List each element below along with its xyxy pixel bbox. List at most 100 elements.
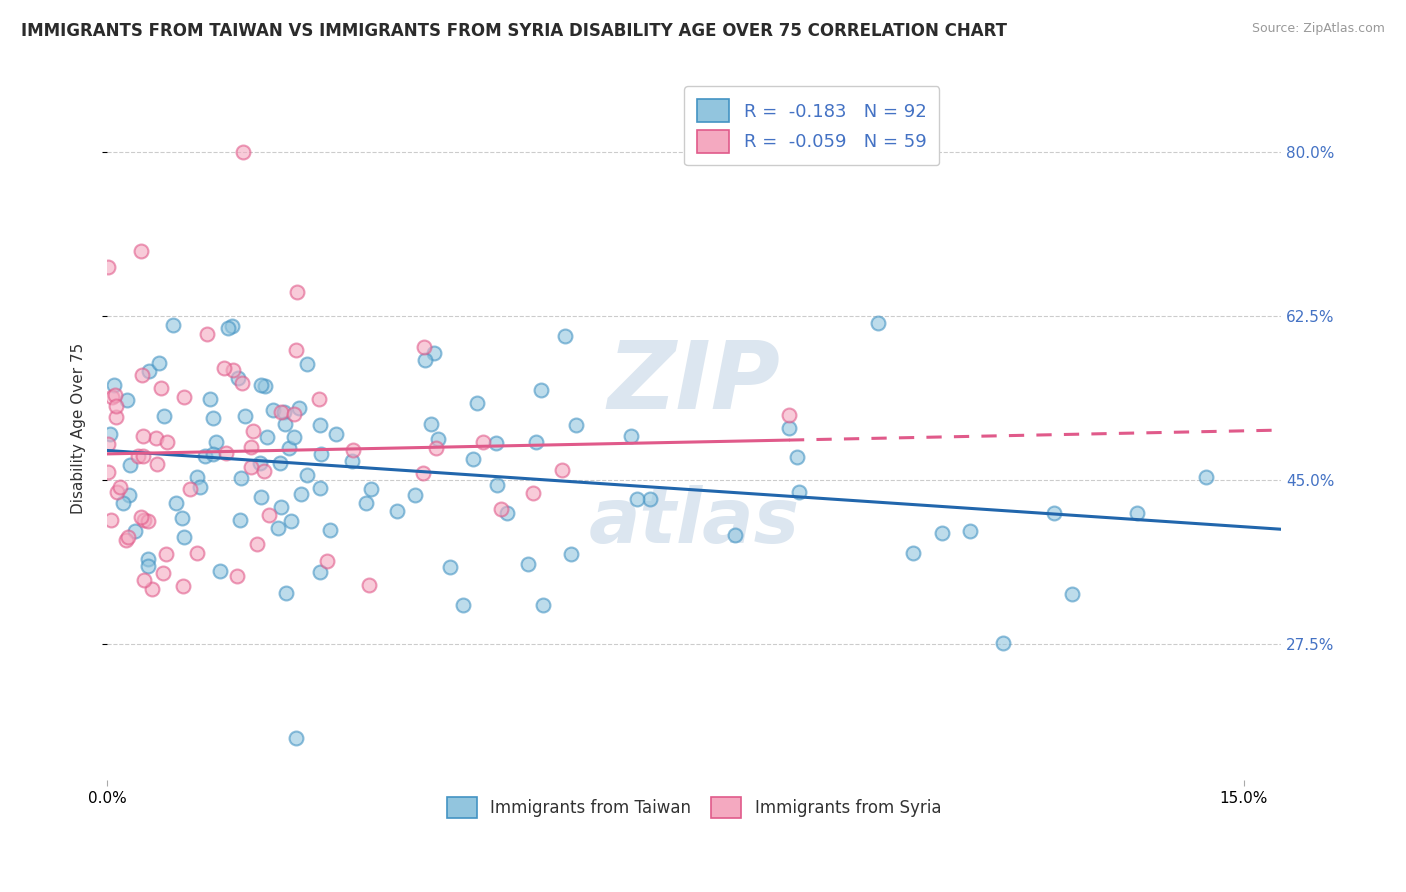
- Point: [273, 404, 295, 418]
- Point: [315, 554, 337, 568]
- Point: [787, 485, 810, 500]
- Point: [145, 431, 167, 445]
- Point: [425, 441, 447, 455]
- Point: [309, 481, 332, 495]
- Point: [225, 569, 247, 583]
- Point: [208, 565, 231, 579]
- Point: [472, 435, 495, 450]
- Point: [240, 441, 263, 455]
- Point: [284, 343, 307, 358]
- Point: [172, 511, 194, 525]
- Point: [270, 404, 292, 418]
- Point: [131, 429, 153, 443]
- Point: [254, 379, 277, 393]
- Point: [242, 424, 264, 438]
- Point: [465, 396, 488, 410]
- Point: [162, 318, 184, 333]
- Point: [309, 417, 332, 432]
- Point: [104, 387, 127, 401]
- Point: [132, 573, 155, 587]
- Point: [270, 500, 292, 515]
- Point: [246, 537, 269, 551]
- Point: [197, 327, 219, 342]
- Point: [100, 512, 122, 526]
- Point: [104, 399, 127, 413]
- Point: [97, 436, 120, 450]
- Point: [385, 504, 408, 518]
- Point: [221, 319, 243, 334]
- Point: [117, 530, 139, 544]
- Point: [134, 513, 156, 527]
- Point: [786, 450, 808, 465]
- Point: [98, 427, 121, 442]
- Point: [285, 731, 308, 745]
- Point: [250, 377, 273, 392]
- Point: [217, 321, 239, 335]
- Point: [274, 585, 297, 599]
- Point: [132, 449, 155, 463]
- Point: [308, 392, 330, 406]
- Text: atlas: atlas: [589, 485, 800, 559]
- Point: [202, 411, 225, 425]
- Point: [297, 467, 319, 482]
- Point: [404, 488, 426, 502]
- Point: [249, 457, 271, 471]
- Point: [1194, 470, 1216, 484]
- Point: [215, 445, 238, 459]
- Point: [413, 340, 436, 354]
- Point: [565, 417, 588, 432]
- Point: [412, 466, 434, 480]
- Point: [269, 456, 291, 470]
- Point: [188, 479, 211, 493]
- Point: [308, 566, 330, 580]
- Point: [173, 390, 195, 404]
- Point: [186, 546, 208, 560]
- Point: [118, 458, 141, 472]
- Point: [253, 464, 276, 478]
- Point: [277, 441, 299, 455]
- Point: [415, 353, 437, 368]
- Point: [165, 496, 187, 510]
- Point: [262, 402, 284, 417]
- Point: [531, 599, 554, 613]
- Point: [204, 434, 226, 449]
- Point: [354, 496, 377, 510]
- Point: [221, 363, 243, 377]
- Point: [285, 285, 308, 300]
- Point: [104, 409, 127, 424]
- Point: [1060, 587, 1083, 601]
- Point: [114, 533, 136, 547]
- Point: [931, 525, 953, 540]
- Point: [136, 552, 159, 566]
- Point: [148, 355, 170, 369]
- Point: [866, 316, 889, 330]
- Point: [214, 361, 236, 376]
- Point: [280, 514, 302, 528]
- Point: [439, 560, 461, 574]
- Point: [202, 447, 225, 461]
- Point: [295, 357, 318, 371]
- Point: [231, 376, 253, 390]
- Point: [461, 452, 484, 467]
- Point: [283, 430, 305, 444]
- Point: [108, 480, 131, 494]
- Point: [229, 513, 252, 527]
- Point: [274, 417, 297, 431]
- Point: [256, 430, 278, 444]
- Point: [560, 547, 582, 561]
- Point: [309, 448, 332, 462]
- Point: [318, 523, 340, 537]
- Point: [550, 463, 572, 477]
- Point: [267, 521, 290, 535]
- Point: [959, 524, 981, 538]
- Point: [240, 459, 263, 474]
- Point: [495, 507, 517, 521]
- Point: [131, 368, 153, 383]
- Point: [250, 490, 273, 504]
- Point: [111, 496, 134, 510]
- Point: [778, 421, 800, 435]
- Point: [198, 392, 221, 406]
- Point: [172, 579, 194, 593]
- Point: [340, 454, 363, 468]
- Text: IMMIGRANTS FROM TAIWAN VS IMMIGRANTS FROM SYRIA DISABILITY AGE OVER 75 CORRELATI: IMMIGRANTS FROM TAIWAN VS IMMIGRANTS FRO…: [21, 22, 1007, 40]
